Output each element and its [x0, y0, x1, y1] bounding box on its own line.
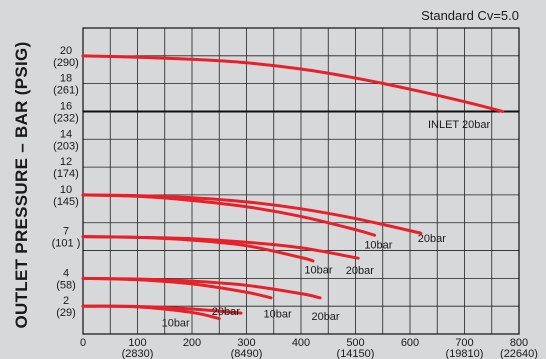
y-tick-sublabel: (58) [56, 279, 76, 291]
curve-label: 10bar [364, 239, 392, 251]
x-ticks: 0 100(2830) 200 300(8490) 400 500(14150) 600 70… [80, 337, 538, 359]
curve-label: 10bar [263, 308, 291, 320]
y-ticks: 20(290) 18(261) 16(232) 14(203) 12(174) 10(14… [52, 45, 81, 319]
x-tick-sublabel: (22640) [500, 348, 538, 359]
curve-label: 10bar [304, 264, 332, 276]
plot-frame [82, 27, 520, 335]
y-tick-label: 7 [63, 226, 69, 238]
y-axis-label: OUTLET PRESSURE – BAR (PSIG) [12, 41, 31, 328]
y-tick-label: 20 [60, 45, 72, 57]
curve-label: 10bar [162, 317, 190, 329]
y-tick-sublabel: (232) [53, 112, 79, 124]
y-tick-label: 16 [60, 100, 72, 112]
x-tick-label: 100 [128, 337, 146, 349]
x-tick-sublabel: (8490) [231, 348, 263, 359]
y-tick-sublabel: (290) [53, 57, 79, 69]
curve-label: 20bar [418, 233, 446, 245]
y-tick-sublabel: (203) [53, 140, 79, 152]
y-tick-sublabel: (174) [53, 168, 79, 180]
series-line-4 [81, 235, 360, 260]
y-tick-label: 2 [63, 295, 69, 307]
series-line-2 [81, 193, 423, 235]
curve-label: 20bar [212, 306, 240, 318]
series-group [81, 54, 505, 321]
x-tick-sublabel: (19810) [446, 348, 484, 359]
x-tick-label: 200 [183, 337, 201, 349]
x-tick-label: 0 [80, 337, 86, 349]
curve-label: 20bar [311, 311, 339, 323]
x-tick-sublabel: (2830) [122, 348, 154, 359]
series-line-6 [81, 276, 322, 300]
curve-label: 20bar [346, 265, 374, 277]
y-tick-label: 18 [60, 73, 72, 85]
curve-labels: INLET 20bar 10bar 20bar 10bar 20bar 10bar 20ba… [162, 119, 491, 329]
y-tick-label: 14 [60, 128, 72, 140]
curve-label: INLET 20bar [428, 119, 491, 131]
x-tick-label: 600 [401, 337, 419, 349]
x-tick-label: 300 [237, 337, 255, 349]
y-tick-label: 12 [60, 156, 72, 168]
chart-title: Standard Cv=5.0 [421, 8, 519, 23]
x-tick-label: 700 [455, 337, 473, 349]
y-tick-sublabel: (145) [53, 196, 79, 208]
x-tick-sublabel: (14150) [337, 348, 375, 359]
y-tick-label: 4 [63, 267, 69, 279]
x-tick-label: 500 [346, 337, 364, 349]
series-line-8 [81, 304, 243, 315]
series-line-0 [81, 54, 505, 113]
grid [83, 28, 519, 334]
x-tick-label: 400 [292, 337, 310, 349]
y-tick-sublabel: (101 ) [52, 238, 81, 250]
x-tick-label: 800 [510, 337, 528, 349]
y-tick-sublabel: (261) [53, 85, 79, 97]
y-tick-sublabel: (29) [56, 307, 76, 319]
y-tick-label: 10 [60, 184, 72, 196]
